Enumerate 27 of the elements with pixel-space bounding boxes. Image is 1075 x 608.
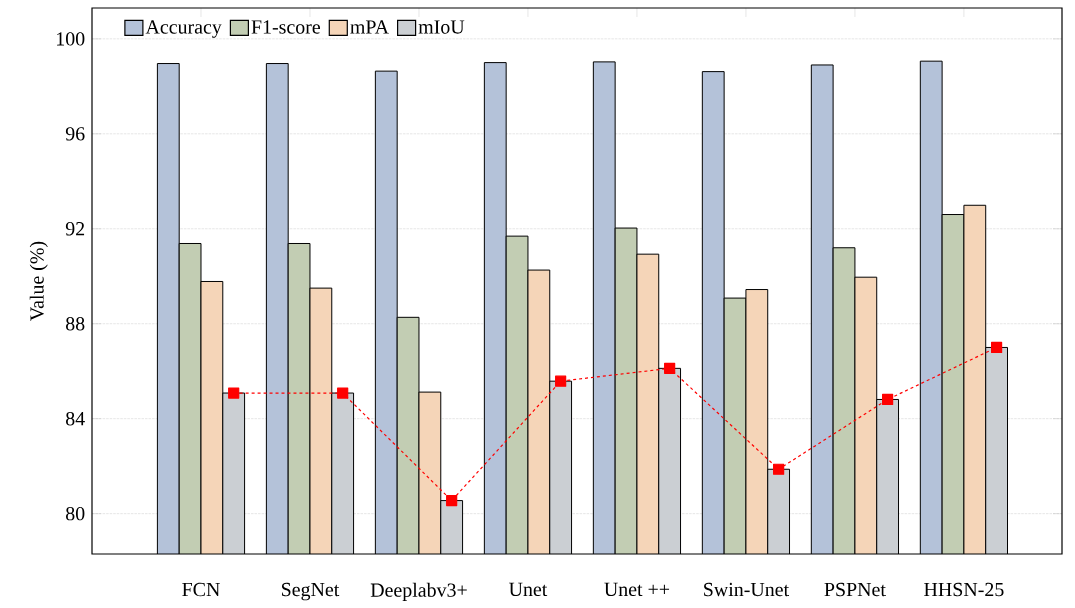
point	[555, 375, 567, 387]
point	[446, 495, 458, 507]
point	[773, 463, 785, 476]
x-tick-label: FCN	[182, 583, 220, 597]
point	[991, 342, 1003, 354]
x-tick-label: Unet ++	[604, 583, 670, 597]
point	[228, 387, 240, 399]
y-tick-label: 96	[65, 127, 85, 141]
point	[664, 362, 676, 375]
y-tick-label: 80	[66, 507, 85, 521]
y-tick-label: 88	[66, 317, 85, 331]
x-tick-label: Swin-Unet	[704, 583, 789, 597]
x-tick-label: HHSN-25	[924, 583, 1004, 597]
legend-label: F1-score	[251, 20, 321, 34]
y-axis-title: Value (%)	[29, 241, 48, 322]
legend-label: Accuracy	[145, 20, 222, 39]
y-tick-label: 100	[57, 32, 85, 46]
y-tick-label: 92	[65, 222, 85, 236]
x-tick-label: Deeplabv3+	[370, 583, 467, 602]
x-tick-label: SegNet	[281, 583, 340, 601]
point	[337, 387, 349, 399]
x-tick-label: Unet	[509, 583, 548, 597]
legend-label: mPA	[350, 20, 389, 34]
legend-label: mIoU	[418, 20, 465, 34]
point	[882, 394, 894, 406]
x-tick-label: PSPNet	[824, 583, 886, 597]
y-tick-label: 84	[66, 412, 85, 426]
